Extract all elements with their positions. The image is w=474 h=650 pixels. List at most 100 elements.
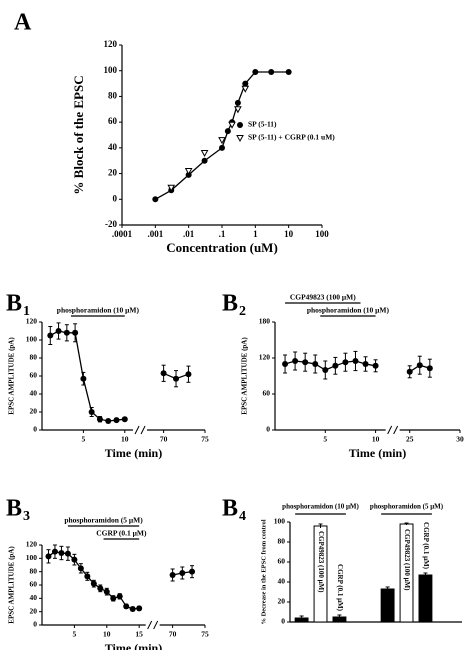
marker: [116, 593, 123, 600]
marker: [234, 106, 242, 114]
y-tick-label: 20: [30, 606, 38, 615]
marker: [179, 570, 186, 576]
marker: [88, 409, 95, 415]
x-tick-label: 70: [169, 630, 177, 639]
y-tick-label: 100: [26, 553, 38, 562]
y-tick-label: 100: [274, 517, 286, 526]
legend-marker: [237, 122, 243, 128]
marker: [242, 80, 249, 87]
marker: [167, 184, 176, 192]
group-label: phosphoramidon (5 μM): [370, 503, 444, 511]
y-tick-label: 60: [30, 580, 38, 589]
y-tick-label: 40: [30, 389, 38, 398]
x-tick-label: 1: [253, 229, 258, 239]
marker: [136, 605, 143, 612]
x-tick-label: 75: [201, 630, 209, 639]
marker: [416, 362, 423, 369]
series-line: [49, 330, 189, 422]
axis-break: [393, 425, 399, 435]
marker: [123, 603, 130, 610]
bar-label: CGRP (0.1 μM): [422, 522, 430, 570]
bar-label: CGRP (0.1 μM): [336, 564, 344, 612]
x-tick-label: 15: [135, 630, 143, 639]
marker: [51, 548, 58, 555]
marker: [189, 568, 196, 575]
y-tick-label: 20: [278, 597, 286, 606]
y-tick-label: 40: [30, 593, 38, 602]
marker: [352, 358, 359, 364]
marker: [219, 144, 225, 151]
marker: [55, 328, 62, 334]
x-tick-label: 5: [82, 435, 86, 444]
panel-label: A: [14, 10, 32, 36]
y-tick-label: 100: [26, 335, 38, 344]
marker: [224, 128, 231, 135]
marker: [282, 361, 289, 367]
marker: [77, 565, 84, 572]
marker: [173, 375, 180, 382]
y-axis-label: % Block of the EPSC: [71, 75, 86, 194]
marker: [105, 418, 112, 424]
marker: [84, 573, 91, 580]
panel-label-sub: 4: [239, 509, 246, 524]
marker: [184, 168, 193, 176]
x-tick-label: .0001: [112, 229, 133, 239]
y-tick-label: 0: [33, 620, 37, 629]
marker: [268, 69, 275, 75]
x-tick-label: .001: [147, 229, 163, 239]
marker: [201, 157, 208, 164]
y-tick-label: 80: [278, 537, 286, 546]
axis-break: [153, 620, 159, 630]
marker: [332, 362, 339, 369]
marker: [200, 150, 209, 158]
bar: [418, 574, 433, 623]
marker: [63, 329, 70, 336]
panel-label: B: [6, 496, 22, 522]
legend-label: SP (5-11) + CGRP (0.1 uM): [248, 133, 335, 142]
y-tick-label: 120: [104, 39, 118, 49]
y-tick-label: 60: [108, 116, 118, 126]
marker: [322, 367, 329, 373]
y-tick-label: 0: [281, 617, 285, 626]
x-tick-label: 10: [284, 229, 294, 239]
panel-label-sub: 3: [23, 509, 30, 524]
marker: [160, 370, 167, 377]
annotation: CGP49823 (100 μM): [290, 293, 356, 302]
marker: [121, 416, 128, 423]
x-tick-label: 100: [315, 229, 329, 239]
annotation: phosphoramidon (10 μM): [57, 306, 140, 315]
marker: [169, 572, 176, 578]
bar-label: CGP49823 (100 μM): [403, 529, 411, 591]
y-tick-label: 80: [30, 566, 38, 575]
marker: [362, 361, 369, 367]
x-tick-label: 30: [456, 435, 464, 444]
panel-label: B: [222, 291, 238, 317]
marker: [129, 606, 136, 612]
y-tick-label: 180: [259, 317, 271, 326]
marker: [45, 553, 52, 560]
y-tick-label: 0: [113, 193, 118, 203]
y-tick-label: 20: [30, 407, 38, 416]
x-tick-label: 75: [201, 435, 209, 444]
x-tick-label: .1: [219, 229, 226, 239]
panel-label-sub: 1: [23, 304, 30, 319]
x-tick-label: 25: [406, 435, 414, 444]
axis-break: [134, 425, 140, 435]
y-tick-label: 60: [278, 557, 286, 566]
bar-label: CGP49823 (100 μM): [317, 531, 325, 593]
marker: [97, 585, 104, 592]
marker: [64, 550, 71, 557]
annotation: phosphoramidon (5 μM): [64, 516, 143, 525]
marker: [312, 361, 319, 367]
x-tick-label: 5: [323, 435, 327, 444]
marker: [185, 371, 192, 378]
marker: [228, 121, 236, 129]
marker: [292, 358, 299, 364]
annotation: CGRP (0.1 μM): [96, 529, 147, 538]
y-tick-label: 40: [278, 577, 286, 586]
x-tick-label: 70: [160, 435, 168, 444]
marker: [58, 550, 65, 556]
marker: [96, 416, 103, 423]
x-axis-label: Time (min): [105, 446, 162, 460]
